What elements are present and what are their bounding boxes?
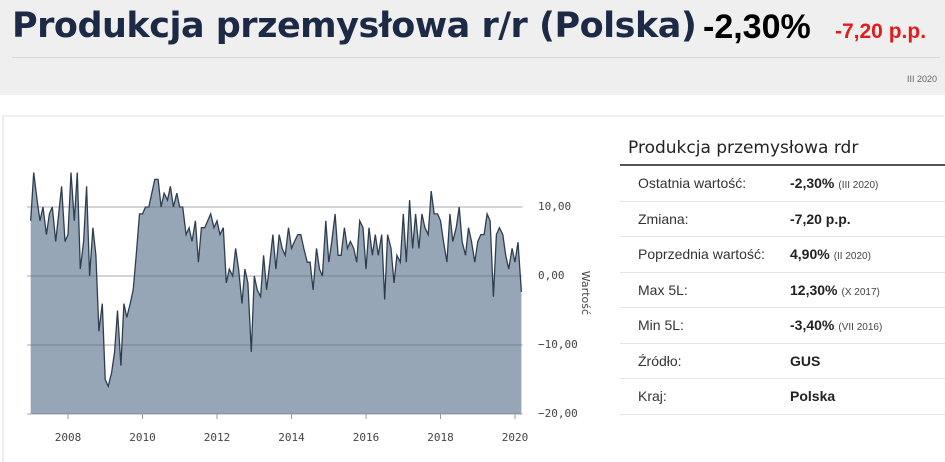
row-note: (X 2017) (841, 286, 880, 298)
x-tick-label: 2014 (278, 431, 305, 444)
row-note: (III 2020) (838, 180, 879, 192)
x-tick-label: 2018 (427, 431, 454, 444)
row-note: (VII 2016) (838, 322, 883, 334)
x-tick-label: 2012 (204, 431, 231, 444)
row-value: GUS (790, 352, 821, 369)
row-value-cell: -2,30% (III 2020) (790, 175, 878, 191)
table-row: Poprzednia wartość: 4,90% (II 2020) (620, 237, 945, 273)
row-note: (II 2020) (833, 251, 871, 263)
change: -7,20 p.p. (835, 20, 927, 43)
current-value: -2,30% (703, 8, 811, 46)
row-label: Max 5L: (638, 281, 688, 298)
row-value: 12,30% (790, 281, 838, 298)
table-row: Ostatnia wartość: -2,30% (III 2020) (620, 166, 945, 202)
row-label: Poprzednia wartość: (638, 246, 765, 263)
table-row: Zmiana: -7,20 p.p. (620, 202, 945, 237)
row-label: Źródło: (638, 352, 682, 369)
row-value: Polska (790, 388, 836, 405)
row-value: 4,90% (790, 246, 830, 263)
y-tick-label: 10,00 (538, 200, 571, 213)
info-table: Produkcja przemysłowa rdr Ostatnia warto… (620, 138, 945, 415)
row-value-cell: GUS (790, 353, 820, 369)
table-row: Min 5L: -3,40% (VII 2016) (620, 308, 945, 344)
period: III 2020 (906, 74, 937, 84)
divider (12, 57, 940, 58)
header: Produkcja przemysłowa r/r (Polska) -2,30… (0, 0, 945, 95)
row-value: -3,40% (790, 317, 835, 334)
table-rows: Ostatnia wartość: -2,30% (III 2020) Zmiana:… (620, 166, 945, 415)
row-value-cell: 12,30% (X 2017) (790, 282, 880, 298)
area (30, 172, 522, 414)
row-label: Zmiana: (638, 210, 689, 227)
panel (2, 115, 944, 462)
row-label: Kraj: (638, 388, 667, 405)
x-tick-label: 2020 (502, 431, 529, 444)
row-value-cell: Polska (790, 388, 835, 404)
table-title: Produkcja przemysłowa rdr (620, 138, 945, 166)
y-tick-label: −20,00 (538, 407, 578, 420)
row-value-cell: 4,90% (II 2020) (790, 246, 871, 262)
x-tick-label: 2016 (353, 431, 380, 444)
row-value: -7,20 p.p. (790, 210, 851, 227)
row-value: -2,30% (790, 175, 835, 192)
x-tick-label: 2010 (129, 431, 156, 444)
table-row: Kraj: Polska (620, 379, 945, 415)
row-label: Ostatnia wartość: (638, 175, 747, 192)
y-tick-label: 0,00 (538, 269, 565, 282)
line (30, 172, 523, 389)
table-row: Max 5L: 12,30% (X 2017) (620, 273, 945, 308)
y-axis-label: Wartość (579, 271, 592, 315)
row-value-cell: -7,20 p.p. (790, 211, 851, 227)
row-label: Min 5L: (638, 317, 684, 334)
page-title: Produkcja przemysłowa r/r (Polska) (12, 6, 697, 46)
chart: 10,00 0,00 −10,00 −20,00 2008 2010 2012 2014 201… (27, 172, 592, 444)
y-tick-label: −10,00 (538, 338, 578, 351)
x-tick-label: 2008 (55, 431, 82, 444)
row-value-cell: -3,40% (VII 2016) (790, 317, 882, 333)
table-row: Źródło: GUS (620, 344, 945, 379)
